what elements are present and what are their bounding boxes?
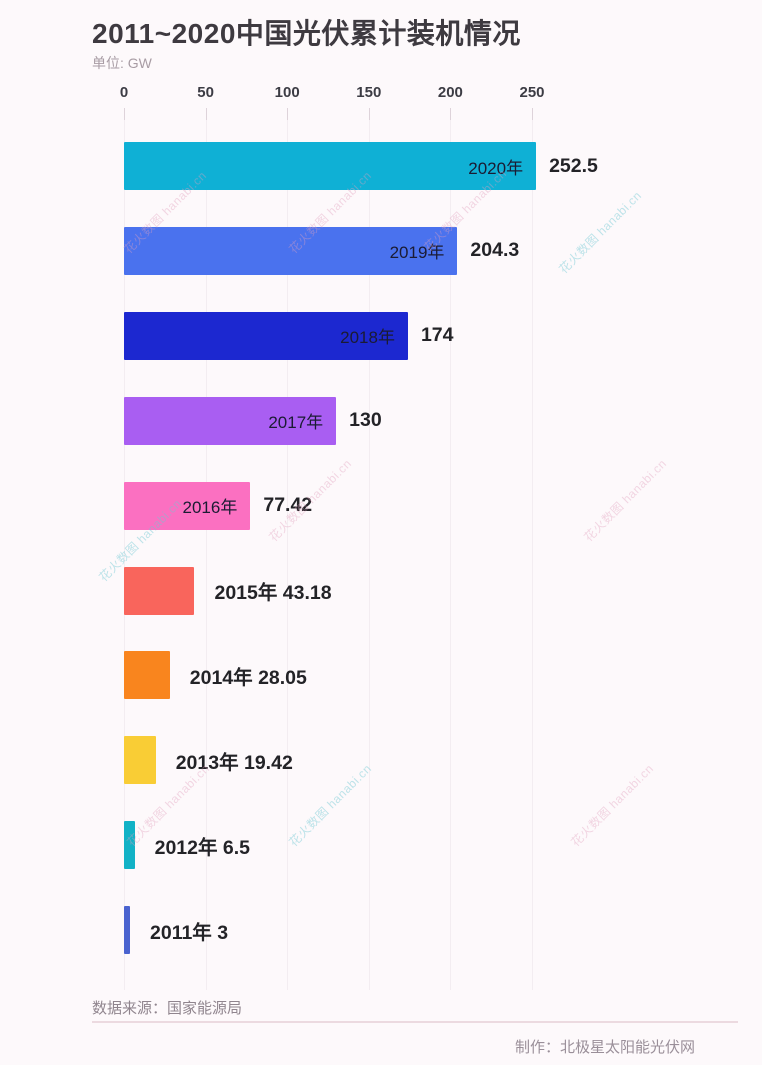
bar-2016年: 2016年 <box>124 481 251 530</box>
gridline-200 <box>450 108 452 990</box>
bar-value-label: 252.5 <box>549 154 598 177</box>
axis-tick-250 <box>532 108 533 120</box>
bar-value-label: 77.42 <box>263 494 313 517</box>
chart-title: 2011~2020中国光伏累计装机情况 <box>92 18 521 49</box>
bar-row-2020年: 2020年 252.5 <box>124 142 598 190</box>
bar-row-2013年: 2013年 19.42 <box>124 736 293 785</box>
bar-category-label: 2016年 <box>182 498 238 518</box>
bar-2014年 <box>124 651 170 700</box>
bar-2015年 <box>124 566 195 615</box>
axis-tick-label-50: 50 <box>197 84 214 101</box>
chart-unit-label: 单位: GW <box>92 55 152 71</box>
watermark-text: 花火数图 hanabi.cn <box>568 761 657 850</box>
bar-row-2016年: 2016年 77.42 <box>124 481 313 530</box>
axis-tick-label-150: 150 <box>356 84 382 101</box>
bar-category-value-label: 2012年 6.5 <box>154 836 250 859</box>
bar-value-label: 174 <box>420 324 454 347</box>
credit-label: 制作：北极星太阳能光伏网 <box>514 1039 695 1056</box>
bar-value-label: 130 <box>349 409 382 432</box>
bar-2020年: 2020年 <box>124 142 537 190</box>
axis-tick-100 <box>287 108 289 120</box>
bar-2012年 <box>124 821 135 870</box>
bar-row-2012年: 2012年 6.5 <box>124 821 250 870</box>
bar-2019年: 2019年 <box>124 226 458 275</box>
bar-category-value-label: 2011年 3 <box>150 921 229 944</box>
bar-2013年 <box>124 736 156 785</box>
bar-category-label: 2020年 <box>468 158 524 178</box>
bar-row-2018年: 2018年 174 <box>124 311 454 360</box>
bar-row-2019年: 2019年 204.3 <box>124 226 520 275</box>
bar-row-2014年: 2014年 28.05 <box>124 651 307 700</box>
bar-2017年: 2017年 <box>124 396 337 445</box>
bar-row-2011年: 2011年 3 <box>124 906 229 955</box>
bar-category-label: 2018年 <box>340 328 395 348</box>
axis-tick-label-250: 250 <box>519 84 545 101</box>
bar-2011年 <box>124 906 130 955</box>
bar-category-label: 2019年 <box>389 243 445 263</box>
axis-tick-0 <box>124 108 125 120</box>
bar-row-2015年: 2015年 43.18 <box>124 566 332 615</box>
watermark-text: 花火数图 hanabi.cn <box>581 456 670 545</box>
axis-tick-200 <box>450 108 452 120</box>
bar-category-value-label: 2015年 43.18 <box>214 582 332 604</box>
data-source-label: 数据来源：国家能源局 <box>92 1000 243 1017</box>
footer-divider <box>92 1021 738 1023</box>
axis-tick-150 <box>368 108 370 120</box>
bar-category-value-label: 2013年 19.42 <box>175 751 293 774</box>
gridline-50 <box>205 108 207 990</box>
bar-row-2017年: 2017年 130 <box>124 396 382 445</box>
plot-area: 0 50 100 150 200 250 2020年 252.5 2019年 204.3 2018年… <box>120 84 598 994</box>
axis-tick-label-200: 200 <box>437 84 463 101</box>
gridline-100 <box>287 108 289 990</box>
bar-category-value-label: 2014年 28.05 <box>189 666 307 689</box>
bar-2018年: 2018年 <box>124 311 408 360</box>
gridline-0 <box>124 108 125 990</box>
axis-tick-label-0: 0 <box>119 84 129 101</box>
watermark-text: 花火数图 hanabi.cn <box>556 188 645 277</box>
bar-category-label: 2017年 <box>268 413 324 433</box>
axis-tick-label-100: 100 <box>274 84 300 101</box>
gridline-150 <box>368 108 370 990</box>
gridline-250 <box>532 108 533 990</box>
bar-value-label: 204.3 <box>470 239 520 262</box>
axis-tick-50 <box>205 108 207 120</box>
